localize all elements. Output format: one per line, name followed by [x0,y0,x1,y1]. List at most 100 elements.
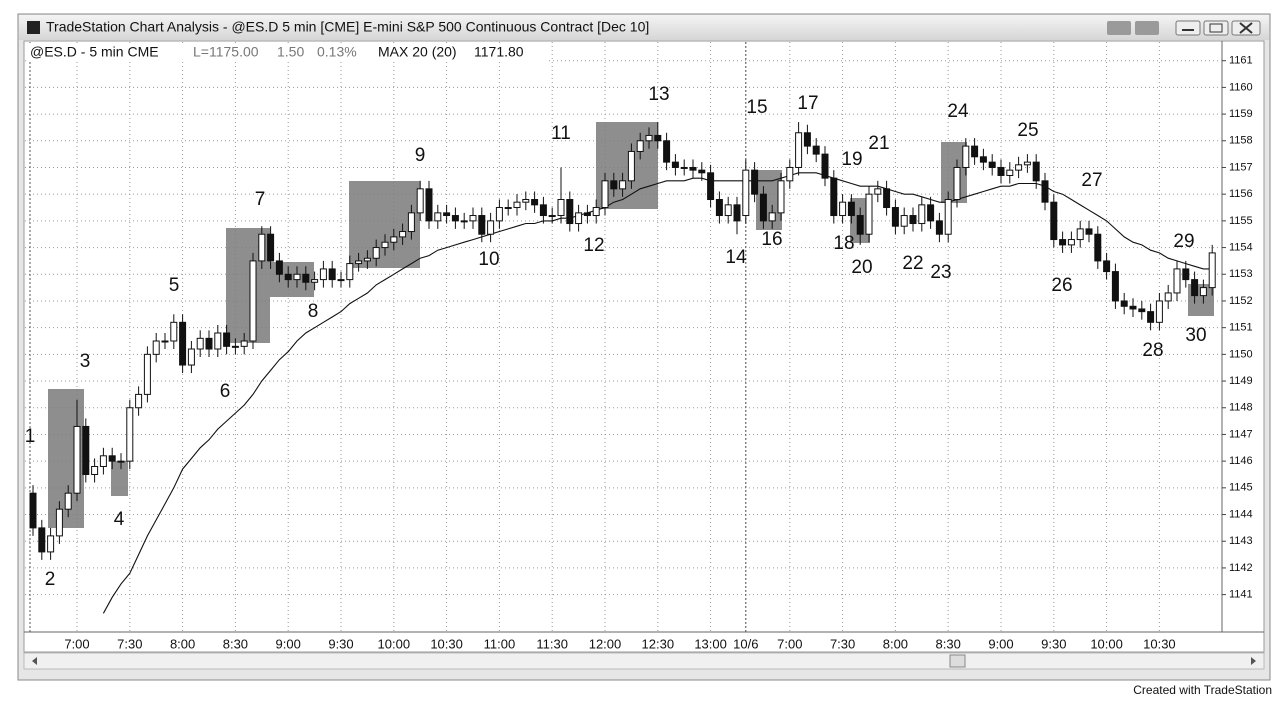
scroll-right[interactable] [1251,657,1256,665]
candle-body [196,337,204,350]
candle-body [997,166,1005,176]
scroll-thumb[interactable] [949,654,966,668]
candle-body [117,460,125,463]
candle-body [223,332,231,347]
y-tick-label: 1144 [1229,508,1253,520]
candle-body [522,199,530,203]
x-tick-label: 10:30 [430,636,463,651]
x-tick-label: 8:00 [170,636,195,651]
candle-body [1085,228,1093,235]
candle-body [231,345,239,348]
candle-body [302,273,310,283]
candle-body [381,241,389,249]
y-tick-label: 1141 [1229,589,1253,601]
candle-body [601,180,609,209]
candle-body [390,236,398,243]
candle-body [847,201,855,217]
candle-body [874,188,882,195]
x-tick-label: 9:00 [276,636,301,651]
candle-body [64,492,72,510]
candle-body [1120,300,1128,307]
toolbar-button[interactable] [1135,21,1159,35]
toolbar-button[interactable] [1107,21,1131,35]
x-tick-label: 9:30 [1041,636,1066,651]
moving-average-line [102,172,1213,614]
candle-body [575,212,583,225]
y-tick-label: 1157 [1229,161,1253,173]
candle-body [1006,169,1014,176]
candle-body [883,188,891,209]
candle-body [478,215,486,235]
candle-body [328,268,336,281]
candle-body [619,180,627,190]
candle-body [1032,161,1040,182]
candle-body [55,508,63,537]
y-tick-label: 1160 [1229,81,1253,93]
x-tick-label: 10:00 [1090,636,1123,651]
candle-body [240,340,248,347]
scroll-left[interactable] [32,657,37,665]
candle-body [777,180,785,214]
candle-body [161,340,169,343]
bar-annotation: 30 [1185,325,1206,346]
candle-body [715,199,723,217]
candle-body [284,273,292,281]
candle-body [548,215,556,218]
maximize-button[interactable] [1203,20,1229,36]
bar-annotation: 11 [551,123,571,144]
candle-body [179,321,187,366]
candle-body [671,161,679,168]
bar-annotation: 24 [947,101,969,122]
candle-body [38,527,46,553]
y-tick-label: 1152 [1229,295,1253,307]
candle-body [724,204,732,217]
candle-body [1191,279,1199,297]
candle-body [416,188,424,214]
indicator-value: 1171.80 [474,44,524,60]
x-tick-label: 11:00 [484,636,516,651]
x-tick-label: 7:00 [777,636,802,651]
x-tick-label: 7:30 [117,636,142,651]
candle-body [355,260,363,265]
candle-body [698,169,706,174]
candle-body [759,193,767,222]
candle-body [592,207,600,217]
y-tick-label: 1151 [1229,322,1253,334]
y-tick-label: 1145 [1229,482,1253,494]
candle-body [707,172,715,201]
candle-body [99,455,107,467]
candle-body [337,279,345,282]
y-tick-label: 1159 [1229,108,1253,120]
bar-annotation: 13 [648,84,669,105]
candle-body [839,201,847,217]
candle-body [487,220,495,235]
scrollbar[interactable] [23,652,1265,670]
minimize-button[interactable] [1175,20,1201,36]
pct-change: 0.13% [317,44,357,60]
candle-body [451,215,459,222]
candle-body [566,199,574,225]
y-tick-label: 1147 [1229,428,1253,440]
bar-annotation: 16 [761,229,782,250]
x-tick-label: 10/6 [733,636,758,651]
candle-body [680,166,688,169]
candle-body [91,465,99,475]
candle-body [1182,268,1190,281]
candle-body [1129,305,1137,310]
candle-body [539,204,547,217]
candle-body [143,353,151,395]
x-tick-label: 8:30 [936,636,961,651]
candle-body [126,407,134,462]
candle-body [812,145,820,155]
candle-body [469,215,477,222]
bar-annotation: 6 [220,381,231,402]
candle-body [495,207,503,222]
x-tick-label: 10:30 [1143,636,1176,651]
candle-body [654,134,662,142]
y-tick-label: 1143 [1229,535,1253,547]
bar-annotation: 8 [308,301,319,322]
y-tick-label: 1158 [1229,135,1253,147]
bar-annotation: 12 [583,235,604,256]
bar-annotation: 14 [725,247,747,268]
